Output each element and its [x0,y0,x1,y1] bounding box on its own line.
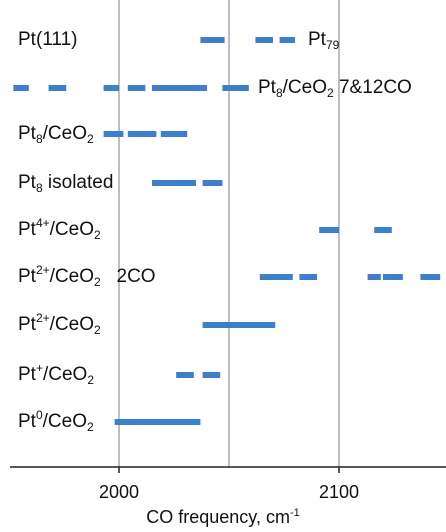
bar-segment-row2-6 [222,85,249,91]
annotation-text: Pt [258,77,276,98]
bar-segments [13,37,441,425]
x-axis-title-exponent: -1 [289,507,300,519]
bar-segment-row2-4 [127,85,146,91]
annotation-sub2: 2 [327,86,334,100]
row-label-sub: 8 [35,132,43,146]
bar-segment-row5-2 [374,227,392,233]
row-label-text: Pt [18,219,36,240]
bar-segment-row8-1 [176,372,194,378]
gridlines [118,0,340,467]
row-label-tail: /CeO [49,219,94,240]
bar-segment-row2-2 [48,85,67,91]
row-label-9: Pt0/CeO2 [18,408,94,434]
row-label-sup: + [35,361,43,375]
bar-segment-row4-2 [202,180,223,186]
x-axis-title: CO frequency, cm-1 [0,507,446,528]
row-label-3: Pt8/CeO2 [18,123,94,145]
row-label-tail: /CeO [49,314,94,335]
annotation-tail: /CeO [282,77,327,98]
row-label-sup: 4+ [35,216,50,230]
bar-segment-row7-1 [202,322,276,328]
bar-segment-row3-2 [127,131,157,137]
annotation-text: Pt [308,29,326,50]
bar-segment-row1-3 [279,37,295,43]
row-label-sub2: 2 [87,420,94,434]
row-label-tail: /CeO [42,123,87,144]
row-label-sub2: 2 [94,323,101,337]
annotation-sub: 79 [325,38,340,52]
x-axis-ticks [118,467,340,473]
annotation-after: 7&12CO [333,77,412,98]
bar-segment-row3-1 [103,131,124,137]
x-axis-title-text: CO frequency, cm [146,507,290,527]
x-tick-label-2000: 2000 [98,482,140,502]
row-label-7: Pt2+/CeO2 [18,311,101,337]
row-annotation-1: Pt79 [308,29,339,51]
row-label-tail: /CeO [42,411,87,432]
bar-segment-row8-2 [202,372,221,378]
row-label-5: Pt4+/CeO2 [18,216,101,242]
row-label-1: Pt(111) [18,29,78,51]
bar-segment-row2-1 [13,85,29,91]
bar-segment-row6-2 [299,274,317,280]
bar-segment-row1-2 [255,37,273,43]
row-label-text: Pt [18,266,36,287]
row-label-sup: 2+ [35,263,50,277]
bar-segment-row1-1 [200,37,225,43]
row-label-text: Pt [18,364,36,385]
row-label-sub: 8 [35,181,43,195]
row-label-text: Pt [18,314,36,335]
row-label-4: Pt8 isolated [18,172,113,194]
row-label-sup: 2+ [35,311,50,325]
bar-segment-row6-4 [383,274,403,280]
row-label-text: Pt(111) [18,29,78,50]
row-annotation-2: Pt8/CeO2 7&12CO [258,77,412,99]
row-label-sub2: 2 [87,132,94,146]
row-label-text: Pt [18,411,36,432]
bar-segment-row5-1 [319,227,339,233]
bar-segment-row6-3 [367,274,381,280]
row-label-tail: /CeO [49,266,94,287]
row-label-sub2: 2 [94,228,101,242]
bar-segment-row3-3 [160,131,188,137]
row-label-tail: isolated [42,172,114,193]
bar-segment-row4-1 [152,180,196,186]
row-label-sub2: 2 [87,373,95,387]
row-label-sub2: 2 [94,275,101,289]
bar-segment-row2-3 [103,85,119,91]
bar-segment-row6-5 [420,274,441,280]
x-tick-label-2100: 2100 [318,482,360,502]
row-label-sup: 0 [35,408,43,422]
row-label-text: Pt [18,172,36,193]
row-label-after: 2CO [100,266,156,287]
row-label-text: Pt [18,123,36,144]
bar-segment-row6-1 [259,274,293,280]
row-label-tail: /CeO [42,364,88,385]
annotation-sub: 8 [275,86,283,100]
row-label-8: Pt+/CeO2 [18,361,95,387]
bar-segment-row2-5 [152,85,207,91]
row-label-6: Pt2+/CeO2 2CO [18,263,156,289]
bar-segment-row9-1 [114,419,201,425]
